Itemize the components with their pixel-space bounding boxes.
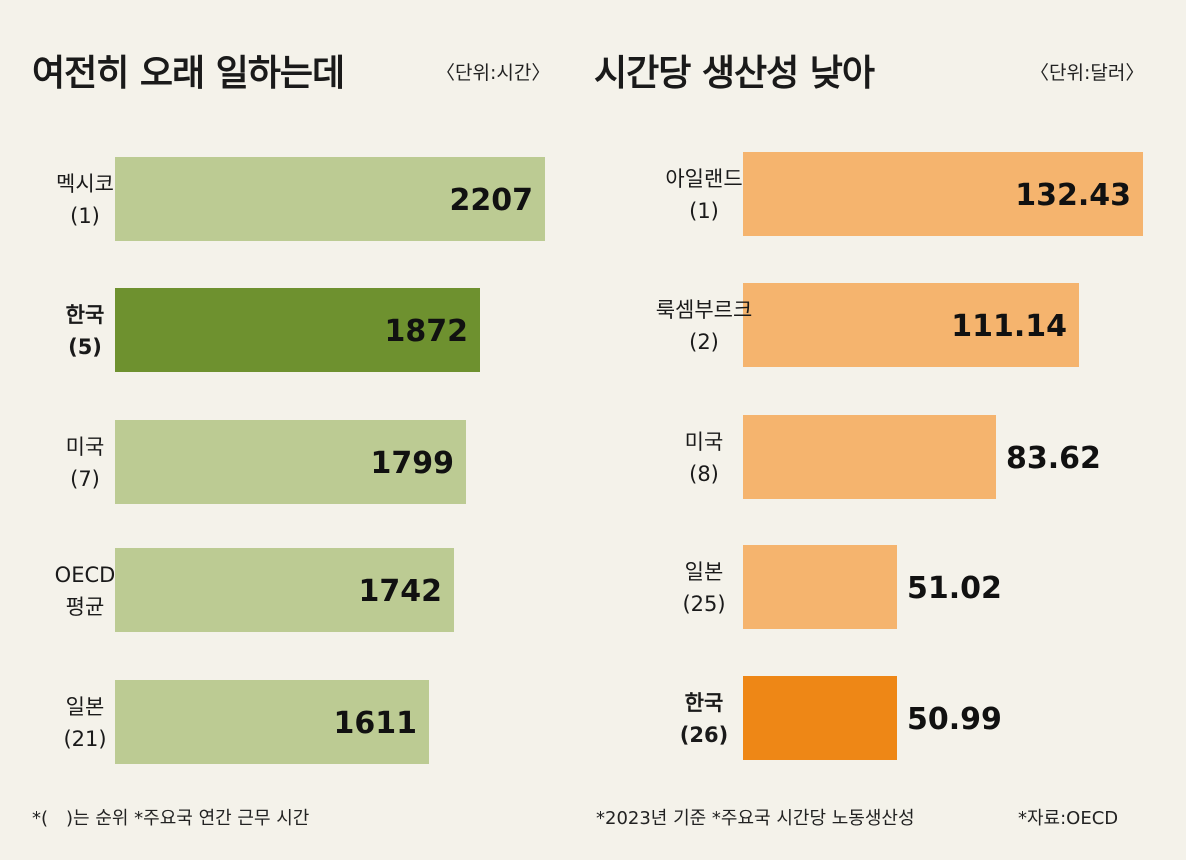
footer-source: *자료:OECD: [1018, 808, 1119, 829]
working-hours-bar-chart: 멕시코 (1) 2207 한국 (5) 1872 미국 (7) 1799 OECD 평균 1742 일본…: [55, 157, 545, 764]
footer-note-middle: *2023년 기준 *주요국 시간당 노동생산성: [596, 808, 915, 829]
hours-value-label-4: 1611: [334, 706, 418, 741]
hours-bar-2: [115, 420, 466, 504]
hours-category-rank-3: 평균: [66, 595, 105, 619]
productivity-value-label-2: 83.62: [1006, 441, 1101, 476]
productivity-bar-1: [743, 283, 1079, 367]
hours-category-rank-2: (7): [70, 467, 100, 491]
hours-value-label-0: 2207: [450, 183, 534, 218]
productivity-category-label-3: 일본: [685, 560, 724, 584]
productivity-category-label-1: 룩셈부르크: [656, 298, 753, 322]
hours-value-label-2: 1799: [371, 446, 455, 481]
productivity-value-label-1: 111.14: [951, 309, 1067, 344]
productivity-category-rank-1: (2): [689, 330, 719, 354]
productivity-category-label-0: 아일랜드: [665, 167, 742, 191]
hours-bar-4: [115, 680, 429, 764]
productivity-category-rank-3: (25): [682, 592, 725, 616]
hours-category-rank-4: (21): [63, 727, 106, 751]
right-chart-title: 시간당 생산성 낮아: [594, 53, 875, 94]
hours-bar-0: [115, 157, 545, 241]
right-chart-unit: 〈단위:달러〉: [1030, 62, 1145, 84]
hours-category-label-1: 한국: [66, 303, 105, 327]
hours-category-rank-1: (5): [68, 335, 102, 359]
hours-category-label-3: OECD: [55, 563, 116, 587]
hours-category-rank-0: (1): [70, 204, 100, 228]
productivity-value-label-3: 51.02: [907, 571, 1002, 606]
hours-bar-3: [115, 548, 454, 632]
productivity-category-rank-2: (8): [689, 462, 719, 486]
productivity-bar-2: [743, 415, 996, 499]
left-chart-unit: 〈단위:시간〉: [436, 62, 551, 84]
hours-category-label-0: 멕시코: [56, 172, 114, 196]
hours-category-label-4: 일본: [66, 695, 105, 719]
productivity-category-label-2: 미국: [685, 430, 724, 454]
footer-note-left: *( )는 순위 *주요국 연간 근무 시간: [32, 808, 310, 829]
hours-bar-1: [115, 288, 480, 372]
productivity-value-label-4: 50.99: [907, 702, 1002, 737]
productivity-category-rank-4: (26): [680, 723, 728, 747]
hours-category-label-2: 미국: [66, 435, 105, 459]
productivity-category-rank-0: (1): [689, 199, 719, 223]
hours-value-label-1: 1872: [385, 314, 469, 349]
hours-value-label-3: 1742: [359, 574, 443, 609]
productivity-bar-chart: 아일랜드 (1) 132.43 룩셈부르크 (2) 111.14 미국 (8) 83.62 일본 (…: [656, 152, 1143, 760]
productivity-bar-3: [743, 545, 897, 629]
productivity-bar-4: [743, 676, 897, 760]
productivity-category-label-4: 한국: [685, 691, 724, 715]
productivity-bar-0: [743, 152, 1143, 236]
productivity-value-label-0: 132.43: [1015, 178, 1131, 213]
left-chart-title: 여전히 오래 일하는데: [32, 53, 345, 94]
